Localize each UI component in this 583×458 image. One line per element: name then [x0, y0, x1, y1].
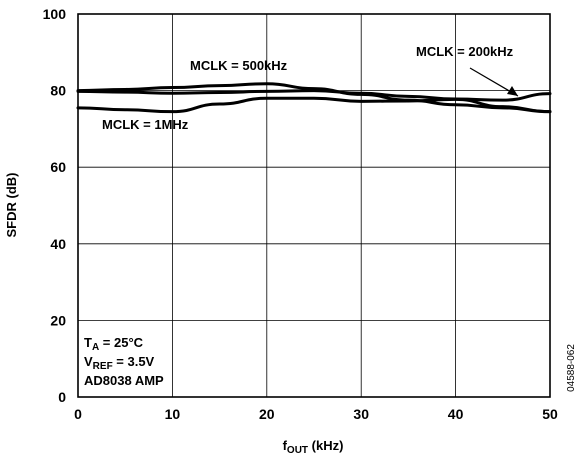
series-line-mclk-500khz — [76, 82, 552, 114]
y-tick-label: 60 — [50, 159, 66, 175]
annotation-arrow-head — [507, 86, 518, 96]
x-tick-label: 40 — [448, 406, 464, 422]
series-line-mclk-1mhz — [76, 96, 552, 114]
grid-lines — [78, 14, 550, 397]
condition-amp: AD8038 AMP — [84, 373, 164, 388]
x-tick-label: 0 — [74, 406, 82, 422]
x-tick-labels: 0 10 20 30 40 50 — [74, 406, 558, 422]
y-tick-label: 20 — [50, 312, 66, 328]
annotation-mclk-1mhz: MCLK = 1MHz — [102, 117, 189, 132]
condition-vref: VREF = 3.5V — [84, 354, 155, 372]
series-group — [76, 82, 552, 114]
series-line-mclk-200khz — [76, 89, 552, 102]
y-tick-label: 80 — [50, 83, 66, 99]
y-tick-label: 40 — [50, 236, 66, 252]
y-axis-label: SFDR (dB) — [4, 173, 19, 238]
x-axis-label: fOUT (kHz) — [283, 438, 344, 456]
condition-ta: TA = 25°C — [84, 335, 144, 353]
x-tick-label: 10 — [165, 406, 181, 422]
y-tick-labels: 0 20 40 60 80 100 — [43, 6, 67, 405]
y-tick-label: 0 — [58, 389, 66, 405]
document-id: 04588-062 — [566, 344, 577, 392]
plot-frame — [77, 13, 551, 398]
x-tick-label: 30 — [353, 406, 369, 422]
annotation-mclk-200khz: MCLK = 200kHz — [416, 44, 514, 59]
y-tick-label: 100 — [43, 6, 67, 22]
x-tick-label: 20 — [259, 406, 275, 422]
x-tick-label: 50 — [542, 406, 558, 422]
annotation-mclk-500khz: MCLK = 500kHz — [190, 58, 288, 73]
